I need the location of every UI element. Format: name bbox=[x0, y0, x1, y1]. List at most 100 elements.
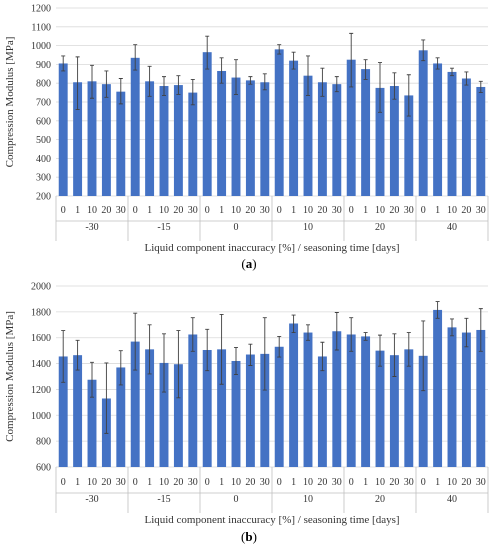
x-subtick-label: 30 bbox=[332, 477, 342, 488]
bar bbox=[87, 81, 97, 196]
bar bbox=[447, 327, 457, 467]
x-subtick-label: 10 bbox=[303, 205, 313, 216]
error-bar bbox=[104, 70, 109, 98]
bar bbox=[461, 332, 471, 467]
bar bbox=[447, 71, 457, 196]
panel-label: (a) bbox=[241, 256, 256, 271]
error-bar bbox=[147, 65, 152, 97]
error-bar bbox=[133, 312, 138, 371]
bar bbox=[375, 350, 385, 467]
x-subtick-label: 30 bbox=[260, 205, 270, 216]
x-subtick-label: 1 bbox=[147, 477, 152, 488]
bar bbox=[332, 84, 342, 196]
error-bar bbox=[334, 312, 339, 351]
x-subtick-label: 30 bbox=[116, 477, 126, 488]
x-subtick-label: 0 bbox=[61, 477, 66, 488]
bar bbox=[130, 57, 140, 196]
error-bar bbox=[291, 51, 296, 70]
bar bbox=[116, 91, 126, 196]
bar bbox=[260, 82, 270, 196]
bar bbox=[202, 349, 212, 467]
bar bbox=[303, 75, 313, 196]
bar bbox=[145, 81, 155, 196]
x-subtick-label: 10 bbox=[303, 477, 313, 488]
x-subtick-label: 30 bbox=[116, 205, 126, 216]
x-group-label: 0 bbox=[234, 222, 239, 233]
y-tick-label: 1800 bbox=[31, 307, 51, 318]
error-bar bbox=[219, 57, 224, 84]
error-bar bbox=[406, 332, 411, 367]
y-tick-label: 1600 bbox=[31, 333, 51, 344]
error-bar bbox=[190, 78, 195, 106]
error-bar bbox=[464, 317, 469, 348]
error-bar bbox=[118, 350, 123, 386]
error-bar bbox=[449, 318, 455, 337]
error-bar bbox=[377, 62, 383, 113]
y-axis-title: Compression Modulus [MPa] bbox=[4, 37, 16, 168]
error-bar bbox=[392, 333, 397, 377]
bar bbox=[404, 349, 414, 467]
y-tick-label: 1200 bbox=[31, 4, 51, 15]
x-subtick-label: 20 bbox=[101, 205, 111, 216]
x-subtick-label: 20 bbox=[245, 205, 255, 216]
error-bar bbox=[190, 317, 195, 352]
error-bar bbox=[305, 324, 311, 341]
y-tick-label: 800 bbox=[36, 437, 51, 448]
bar bbox=[188, 334, 198, 467]
x-group-label: 40 bbox=[447, 222, 457, 233]
bar bbox=[202, 52, 212, 197]
x-subtick-label: 0 bbox=[277, 477, 282, 488]
x-group-label: 10 bbox=[303, 494, 313, 505]
x-subtick-label: 10 bbox=[231, 477, 241, 488]
x-subtick-label: 10 bbox=[231, 205, 241, 216]
x-subtick-label: 20 bbox=[101, 477, 111, 488]
x-group-label: -30 bbox=[85, 222, 98, 233]
y-tick-label: 300 bbox=[36, 173, 51, 184]
x-subtick-label: 1 bbox=[75, 477, 80, 488]
y-tick-label: 500 bbox=[36, 135, 51, 146]
panel-label: (b) bbox=[241, 529, 257, 544]
bar bbox=[476, 329, 486, 467]
bar bbox=[116, 367, 126, 467]
error-bar bbox=[104, 362, 109, 434]
x-subtick-label: 1 bbox=[147, 205, 152, 216]
y-tick-label: 700 bbox=[36, 98, 51, 109]
bar bbox=[418, 50, 428, 196]
bar bbox=[361, 69, 371, 196]
bar bbox=[461, 78, 471, 196]
bar bbox=[289, 323, 299, 467]
x-subtick-label: 20 bbox=[389, 477, 399, 488]
error-bar bbox=[248, 343, 253, 366]
x-group-label: 0 bbox=[234, 494, 239, 505]
bar bbox=[260, 353, 270, 467]
x-subtick-label: 0 bbox=[349, 205, 354, 216]
error-bar bbox=[464, 71, 469, 86]
bar bbox=[317, 356, 327, 467]
x-subtick-label: 1 bbox=[291, 205, 296, 216]
bar bbox=[332, 331, 342, 467]
error-bar bbox=[421, 39, 426, 62]
bar bbox=[87, 379, 97, 467]
y-axis-title: Compression Modulus [MPa] bbox=[4, 311, 16, 442]
y-tick-label: 800 bbox=[36, 79, 51, 90]
y-tick-label: 2000 bbox=[31, 282, 51, 293]
bar bbox=[418, 355, 428, 467]
error-bar bbox=[363, 332, 368, 341]
x-axis-title: Liquid component inaccuracy [%] / season… bbox=[144, 242, 399, 254]
x-subtick-label: 1 bbox=[435, 477, 440, 488]
bar bbox=[433, 63, 443, 197]
x-subtick-label: 1 bbox=[219, 205, 224, 216]
bar bbox=[289, 60, 299, 196]
bar bbox=[173, 85, 183, 196]
y-tick-label: 600 bbox=[36, 463, 51, 474]
bar bbox=[231, 360, 241, 467]
error-bar bbox=[478, 80, 483, 94]
x-subtick-label: 1 bbox=[219, 477, 224, 488]
x-subtick-label: 30 bbox=[188, 205, 198, 216]
error-bar bbox=[147, 324, 152, 375]
error-bar bbox=[305, 55, 311, 96]
error-bar bbox=[176, 75, 181, 95]
x-subtick-label: 1 bbox=[435, 205, 440, 216]
x-subtick-label: 10 bbox=[447, 205, 457, 216]
y-tick-label: 1000 bbox=[31, 411, 51, 422]
